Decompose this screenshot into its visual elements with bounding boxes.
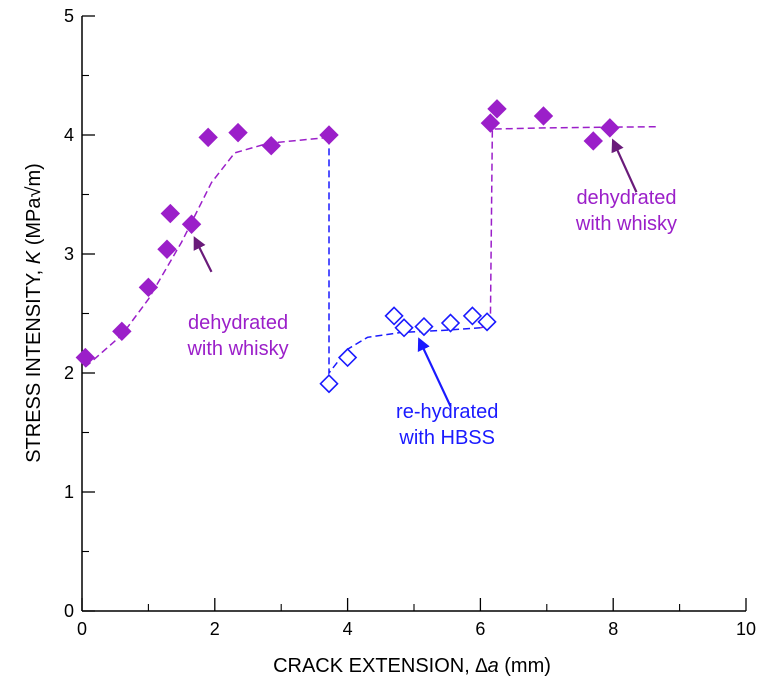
y-axis-title: STRESS INTENSITY, K (MPa√m) (23, 163, 45, 463)
data-points (75, 99, 620, 394)
filled-diamond-point (480, 113, 501, 133)
y-tick-label: 2 (64, 363, 74, 383)
ticks: 0 2 4 6 8 10 0 1 2 3 4 5 (64, 6, 756, 639)
x-tick-label: 0 (77, 619, 87, 639)
x-tick-label: 4 (343, 619, 353, 639)
x-tick-label: 10 (736, 619, 756, 639)
y-tick-label: 5 (64, 6, 74, 26)
open-diamond-point (384, 306, 404, 326)
filled-diamond-point (198, 127, 218, 148)
open-diamond-point (337, 347, 358, 368)
annotation-label: re-hydrated (396, 401, 498, 423)
y-tick-label: 4 (64, 125, 74, 145)
filled-diamond-point (533, 106, 554, 126)
filled-diamond-point (75, 347, 96, 368)
annotation-label: dehydrated (576, 187, 676, 209)
y-tick-label: 3 (64, 244, 74, 264)
annotation-label: dehydrated (188, 312, 288, 334)
open-diamond-point (477, 312, 497, 332)
filled-diamond-point (583, 131, 603, 151)
annotation-arrow (193, 236, 213, 273)
filled-diamond-point (319, 125, 339, 145)
x-tick-label: 8 (608, 619, 618, 639)
annotation-label: with whisky (575, 213, 677, 235)
annotation-label: with HBSS (398, 427, 495, 449)
filled-diamond-point (181, 214, 202, 234)
open-diamond-point (319, 374, 339, 394)
x-tick-label: 6 (475, 619, 485, 639)
x-axis-title: CRACK EXTENSION, ∆a (mm) (273, 655, 551, 677)
filled-diamond-point (112, 321, 132, 342)
x-tick-label: 2 (210, 619, 220, 639)
filled-diamond-point (261, 136, 281, 156)
annotation-arrow (611, 138, 638, 193)
y-tick-label: 1 (64, 482, 74, 502)
filled-diamond-point (157, 239, 177, 259)
open-diamond-point (414, 316, 434, 337)
y-tick-label: 0 (64, 601, 74, 621)
filled-diamond-point (600, 118, 620, 138)
open-diamond-point (462, 306, 483, 326)
annotation-label: with whisky (186, 338, 288, 360)
open-diamond-point (440, 313, 461, 333)
fit-line (328, 137, 481, 376)
axes (81, 16, 746, 612)
filled-diamond-point (487, 99, 507, 119)
filled-diamond-point (160, 203, 181, 224)
filled-diamond-point (228, 122, 248, 143)
annotations: dehydrated with whisky re-hydrated with HBS… (186, 138, 677, 449)
annotation-arrow (417, 337, 452, 407)
open-diamond-point (394, 318, 414, 338)
filled-diamond-point (138, 277, 159, 298)
